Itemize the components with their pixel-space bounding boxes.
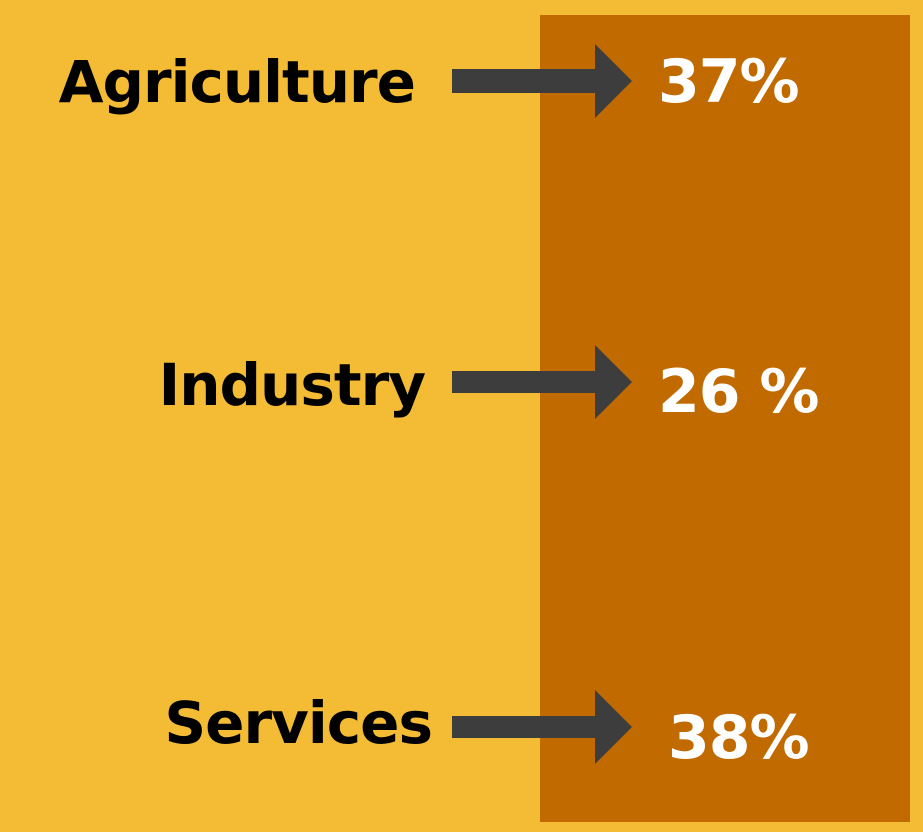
sector-share: 26 %: [658, 357, 819, 427]
row: Industry 26 %: [159, 345, 820, 427]
row: Services 38%: [164, 689, 809, 773]
sector-label: Services: [164, 689, 432, 757]
arrow: [452, 44, 632, 118]
sector-share: 37%: [658, 47, 799, 117]
value-panel: [540, 15, 910, 822]
sector-label: Agriculture: [59, 48, 415, 116]
row: Agriculture 37%: [59, 44, 800, 118]
sector-label: Industry: [159, 351, 426, 419]
sector-share: 38%: [668, 703, 809, 773]
arrow: [452, 690, 632, 764]
arrow: [452, 345, 632, 419]
